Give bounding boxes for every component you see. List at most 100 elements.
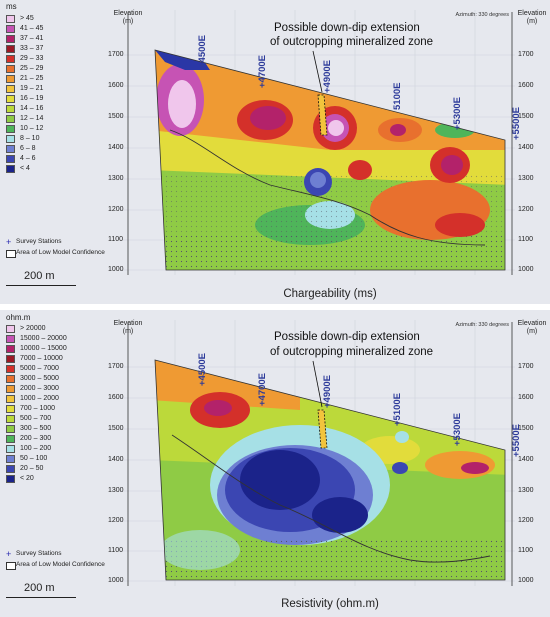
station-label: +4500E: [197, 352, 208, 386]
annotation-line-2: of outcropping mineralized zone: [270, 36, 434, 48]
legend-swatch: [6, 355, 15, 363]
legend-label: 200 – 300: [20, 435, 52, 442]
elevation-title-left: Elevation (m): [113, 320, 143, 335]
elevation-tick-right: 1500: [518, 425, 534, 432]
legend-item: 20 – 50: [6, 464, 116, 474]
elevation-tick-right: 1400: [518, 456, 534, 463]
azimuth-label: Azimuth: 330 degrees: [455, 12, 509, 18]
elevation-tick-right: 1300: [518, 487, 534, 494]
station-label: +4700E: [257, 54, 268, 88]
station-label: +5300E: [452, 96, 463, 130]
legend-label: 14 – 16: [20, 105, 44, 112]
panel-caption: Chargeability (ms): [283, 288, 377, 300]
scale-bar: [6, 597, 76, 598]
legend-item: 100 – 200: [6, 444, 116, 454]
legend-item: 10000 – 15000: [6, 344, 116, 354]
legend-unit: ms: [6, 2, 17, 11]
legend-item: 300 – 500: [6, 424, 116, 434]
legend-swatch: [6, 345, 15, 353]
chargeability-panel: ms > 45 41 – 45 37 – 41 33 – 37 29 – 33 25 – …: [0, 0, 550, 304]
elevation-tick-right: 1600: [518, 82, 534, 89]
resistivity-section-plot: [120, 320, 515, 586]
legend-swatch: [6, 455, 15, 463]
panel-separator: [0, 304, 550, 310]
legend-item: 21 – 25: [6, 74, 116, 84]
station-label: +5100E: [392, 392, 403, 426]
elevation-title-left: Elevation (m): [113, 10, 143, 25]
legend-item: 1000 – 2000: [6, 394, 116, 404]
legend-item: 29 – 33: [6, 54, 116, 64]
annotation-line-1: Possible down-dip extension: [274, 22, 420, 34]
station-label: +5500E: [511, 423, 522, 457]
survey-station-icon: +: [6, 237, 12, 247]
legend-label: 500 – 700: [20, 415, 52, 422]
legend-item: 14 – 16: [6, 104, 116, 114]
legend-swatch: [6, 145, 15, 153]
legend-item: 19 – 21: [6, 84, 116, 94]
scale-bar: [6, 285, 76, 286]
elevation-tick-right: 1300: [518, 175, 534, 182]
annotation-line-1: Possible down-dip extension: [274, 331, 420, 343]
legend-label: > 45: [20, 15, 34, 22]
legend-swatch: [6, 165, 15, 173]
legend-item: 2000 – 3000: [6, 384, 116, 394]
legend-label: 21 – 25: [20, 75, 44, 82]
elevation-tick-left: 1200: [108, 206, 124, 213]
legend-item: 6 – 8: [6, 144, 116, 154]
elevation-tick-right: 1100: [518, 236, 534, 243]
legend-label: 700 – 1000: [20, 405, 56, 412]
legend-item: 5000 – 7000: [6, 364, 116, 374]
survey-stations-label: Survey Stations: [16, 238, 62, 245]
legend-item: < 4: [6, 164, 116, 174]
legend-swatch: [6, 75, 15, 83]
legend-swatch: [6, 325, 15, 333]
legend-label: 4 – 6: [20, 155, 36, 162]
elevation-tick-left: 1000: [108, 577, 124, 584]
elevation-tick-right: 1500: [518, 113, 534, 120]
legend-label: 15000 – 20000: [20, 335, 67, 342]
scale-label: 200 m: [24, 270, 55, 282]
survey-station-icon: +: [6, 549, 12, 559]
legend-item: 50 – 100: [6, 454, 116, 464]
legend-swatch: [6, 15, 15, 23]
legend-label: 19 – 21: [20, 85, 44, 92]
legend-label: 300 – 500: [20, 425, 52, 432]
survey-stations-label: Survey Stations: [16, 550, 62, 557]
legend-swatch: [6, 395, 15, 403]
elevation-tick-left: 1400: [108, 144, 124, 151]
elevation-tick-right: 1100: [518, 547, 534, 554]
legend-swatch: [6, 425, 15, 433]
legend-swatch: [6, 105, 15, 113]
elevation-title-right: Elevation (m): [517, 320, 547, 335]
legend-item: 37 – 41: [6, 34, 116, 44]
legend-swatch: [6, 125, 15, 133]
legend-label: 12 – 14: [20, 115, 44, 122]
legend-label: < 20: [20, 475, 34, 482]
legend-swatch: [6, 135, 15, 143]
legend-item: 16 – 19: [6, 94, 116, 104]
legend-label: < 4: [20, 165, 30, 172]
station-label: +4900E: [322, 59, 333, 93]
elevation-tick-right: 1600: [518, 394, 534, 401]
legend-item: 8 – 10: [6, 134, 116, 144]
legend-label: 10 – 12: [20, 125, 44, 132]
legend-swatch: [6, 445, 15, 453]
legend-label: 3000 – 5000: [20, 375, 59, 382]
legend-item: > 20000: [6, 324, 116, 334]
low-confidence-label: Area of Low Model Confidence: [16, 561, 105, 568]
elevation-tick-left: 1700: [108, 51, 124, 58]
elevation-tick-left: 1000: [108, 266, 124, 273]
elevation-tick-left: 1300: [108, 175, 124, 182]
legend-label: 8 – 10: [20, 135, 40, 142]
annotation-line-2: of outcropping mineralized zone: [270, 346, 434, 358]
legend-swatch: [6, 45, 15, 53]
chargeability-section-plot: [120, 10, 515, 275]
panel-caption: Resistivity (ohm.m): [281, 598, 379, 610]
elevation-tick-right: 1400: [518, 144, 534, 151]
legend-item: > 45: [6, 14, 116, 24]
legend-item: 3000 – 5000: [6, 374, 116, 384]
legend-label: 16 – 19: [20, 95, 44, 102]
legend-swatch: [6, 475, 15, 483]
legend-label: 6 – 8: [20, 145, 36, 152]
low-confidence-icon: [6, 562, 16, 570]
